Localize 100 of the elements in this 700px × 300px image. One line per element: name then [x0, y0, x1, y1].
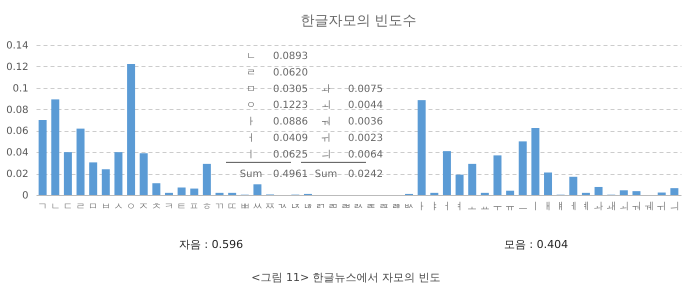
- bar: [89, 162, 98, 195]
- y-tick-label: 0.14: [6, 40, 28, 52]
- x-tick-label: ㅖ: [580, 202, 591, 212]
- x-tick-label: ㄱ: [38, 202, 48, 212]
- x-tick-label: ㅣ: [530, 202, 540, 212]
- text: ㅢ 0.0064: [321, 149, 383, 160]
- x-tick-label: ㄹ: [76, 202, 86, 212]
- bar: [442, 151, 451, 195]
- x-tick-label: ㅙ: [606, 202, 616, 212]
- x-tick-label: ㄽ: [354, 202, 364, 212]
- x-tick-label: ㅈ: [138, 202, 149, 212]
- x-tick-label: ㅡ: [518, 202, 528, 212]
- x-tick-label: ㄳ: [278, 202, 288, 212]
- x-tick-label: ㅜ: [492, 202, 502, 212]
- x-tick-label: ㄲ: [214, 202, 225, 212]
- bar: [632, 191, 640, 195]
- bar: [468, 164, 476, 195]
- y-tick-label: 0.12: [6, 62, 28, 73]
- x-tick-label: ㄿ: [378, 202, 389, 212]
- x-tick-label: ㅝ: [631, 202, 642, 212]
- bar: [594, 186, 603, 195]
- text: ㅏ 0.0886: [246, 116, 308, 128]
- x-tick-label: ㅓ: [442, 202, 452, 212]
- y-tick-label: 0.02: [6, 169, 28, 180]
- x-tick-label: ㅕ: [454, 202, 465, 212]
- x-tick-label: ㅔ: [568, 202, 578, 212]
- x-tick-label: ㄻ: [328, 202, 338, 212]
- bar: [518, 141, 527, 195]
- bar: [51, 99, 60, 195]
- bar: [620, 190, 628, 195]
- text: 자음 : 0.596: [178, 238, 244, 251]
- x-tick-label: ㅐ: [543, 202, 554, 212]
- x-tick-label: ㅀ: [391, 202, 402, 212]
- text: ㅁ 0.0305: [246, 84, 308, 95]
- x-tick-label: ㄸ: [227, 202, 238, 212]
- x-tick-label: ㅘ: [594, 202, 604, 212]
- x-tick-label: ㅟ: [656, 202, 667, 212]
- x-tick-label: ㄶ: [302, 202, 313, 212]
- bar: [152, 183, 160, 195]
- y-tick-label: 0.06: [6, 126, 28, 138]
- x-tick-label: ㅅ: [113, 202, 124, 212]
- x-tick-label: ㅋ: [164, 202, 174, 212]
- x-tick-label: ㅂ: [100, 202, 111, 212]
- text: ㅟ 0.0023: [321, 133, 383, 144]
- bar: [38, 120, 47, 195]
- y-tick-label: 0.08: [6, 104, 28, 116]
- bar: [456, 174, 464, 195]
- x-tick-label: ㅌ: [176, 202, 187, 212]
- bar: [140, 153, 148, 195]
- x-tick-label: ㅁ: [88, 202, 98, 212]
- bar: [76, 128, 85, 195]
- annotation: Sum 0.0242: [314, 168, 383, 180]
- x-tick-label: ㅎ: [202, 202, 212, 212]
- bar: [544, 172, 552, 195]
- chart-title: 한글자모의 빈도수: [300, 13, 417, 29]
- y-tick-label: 0.04: [6, 148, 28, 159]
- x-tick-label: ㅍ: [189, 202, 200, 212]
- x-tick-label: ㅞ: [644, 202, 654, 212]
- x-tick-label: ㅊ: [151, 202, 162, 212]
- x-tick-label: ㄺ: [316, 202, 326, 212]
- text: ㄹ 0.0620: [246, 67, 308, 78]
- x-tick-label: ㅉ: [265, 202, 276, 212]
- x-tick-label: ㄷ: [62, 202, 73, 212]
- x-tick-label: ㅑ: [429, 202, 440, 212]
- text: 모음 : 0.404: [504, 238, 568, 251]
- bar: [114, 152, 122, 195]
- x-tick-label: ㅛ: [480, 202, 490, 212]
- x-tick-label: ㄵ: [290, 202, 300, 212]
- bar: [253, 184, 262, 195]
- x-tick-label: ㅢ: [669, 202, 680, 212]
- y-tick-label: 0: [22, 190, 28, 202]
- x-tick-label: ㅚ: [618, 202, 629, 212]
- bar: [531, 128, 540, 195]
- bar: [493, 155, 502, 195]
- bar: [418, 100, 426, 195]
- x-tick-label: ㄾ: [366, 202, 376, 212]
- bar: [670, 188, 678, 195]
- x-tick-label: ㅏ: [416, 202, 427, 212]
- text: ㅓ 0.0409: [246, 133, 308, 144]
- x-tick-label: ㄴ: [50, 202, 60, 212]
- bar: [102, 169, 110, 195]
- x-tick-label: ㅗ: [467, 202, 478, 212]
- x-tick-label: ㅆ: [252, 202, 262, 212]
- text: ㄴ 0.0893: [246, 51, 308, 62]
- bar: [506, 190, 514, 195]
- bar: [569, 176, 578, 195]
- x-tick-label: ㅄ: [404, 202, 414, 212]
- bar: [190, 188, 198, 195]
- bar: [127, 64, 136, 195]
- bar: [178, 188, 186, 195]
- bar: [202, 164, 211, 195]
- bar: [64, 152, 72, 195]
- text: ㅣ 0.0625: [246, 149, 308, 160]
- x-tick-label: ㅠ: [505, 202, 516, 212]
- text: ㅚ 0.0044: [321, 100, 383, 112]
- x-tick-label: ㅒ: [556, 202, 566, 212]
- x-tick-label: ㅇ: [126, 202, 136, 212]
- text: <그림 11> 한글뉴스에서 자모의 빈도: [251, 271, 441, 284]
- text: ㅘ 0.0075: [321, 84, 383, 95]
- y-tick-label: 0.1: [12, 83, 28, 94]
